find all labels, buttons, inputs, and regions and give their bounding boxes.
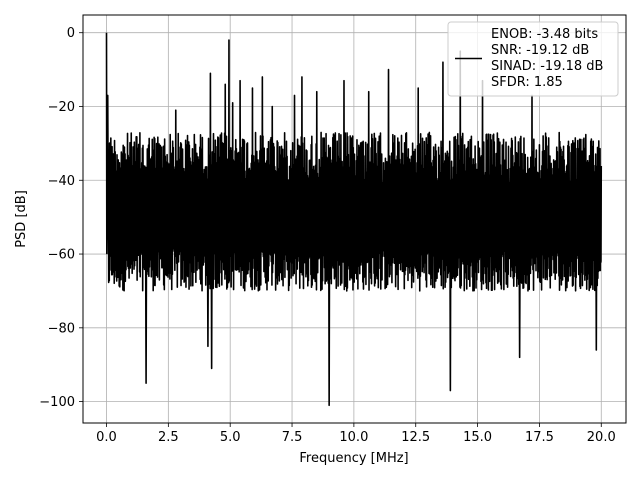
y-axis-label: PSD [dB] — [14, 190, 29, 248]
x-tick-label: 15.0 — [463, 430, 492, 445]
y-tick-label: −80 — [48, 321, 75, 336]
legend-snr: SNR: -19.12 dB — [491, 43, 589, 58]
legend-box — [447, 21, 619, 97]
x-tick-label: 2.5 — [158, 430, 179, 445]
x-tick-label: 5.0 — [220, 430, 241, 445]
y-tick-label: −100 — [39, 395, 75, 410]
x-axis-label: Frequency [MHz] — [299, 451, 408, 466]
x-tick-label: 7.5 — [282, 430, 303, 445]
x-tick-label: 12.5 — [401, 430, 430, 445]
y-tick-label: −60 — [48, 248, 75, 263]
x-tick-label: 17.5 — [525, 430, 554, 445]
legend-sfdr: SFDR: 1.85 — [491, 75, 563, 90]
legend-enob: ENOB: -3.48 bits — [491, 27, 598, 42]
x-tick-label: 10.0 — [339, 430, 368, 445]
plot-frame — [82, 14, 627, 424]
legend: ENOB: -3.48 bits SNR: -19.12 dB SINAD: -… — [447, 21, 619, 97]
x-tick-label: 0.0 — [96, 430, 117, 445]
y-tick-label: −40 — [48, 174, 75, 189]
y-axis-ticks: 0 −20 −40 −60 −80 −100 — [39, 26, 83, 410]
x-tick-label: 20.0 — [587, 430, 616, 445]
y-tick-label: 0 — [67, 26, 75, 41]
legend-sinad: SINAD: -19.18 dB — [491, 59, 603, 74]
x-axis-ticks: 0.0 2.5 5.0 7.5 10.0 12.5 15.0 17.5 20.0 — [96, 423, 616, 445]
plot-area — [105, 32, 603, 407]
psd-series-line — [105, 32, 603, 407]
y-tick-label: −20 — [48, 100, 75, 115]
